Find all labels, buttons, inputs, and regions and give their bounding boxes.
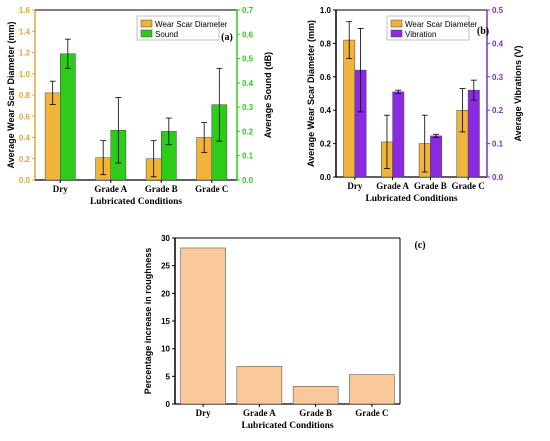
bar-vibration-2 xyxy=(430,135,442,178)
bar-sound-0 xyxy=(60,53,76,181)
y-right-tick-label: 0.6 xyxy=(242,30,254,39)
y-right-tick-label: 0.2 xyxy=(242,127,254,136)
legend-swatch xyxy=(140,19,153,28)
x-tick-label: Grade C xyxy=(355,408,388,418)
x-tick-label: Grade C xyxy=(452,181,485,191)
x-tick-label: Grade C xyxy=(195,184,228,194)
legend-label: Wear Scar Diameter xyxy=(155,20,228,29)
x-tick-label: Grade B xyxy=(299,408,332,418)
y-tick-label: 0.6 xyxy=(19,112,31,121)
y-tick-label: 1.4 xyxy=(19,27,31,36)
chart-panel-2: 0.0 0.2 0.4 0.6 0.8 1.0 0.0 0.1 0.2 0.3 0.4 0.5 Dry G… xyxy=(306,6,523,204)
y-right-tick-label: 0.7 xyxy=(242,6,254,15)
x-tick-label: Dry xyxy=(53,184,68,194)
y-tick-label: 1.2 xyxy=(19,49,31,58)
bar-value-3 xyxy=(349,374,395,405)
y-tick-label: 0.6 xyxy=(320,73,332,82)
bar-value-0 xyxy=(180,247,226,405)
y-tick-label: 0.8 xyxy=(320,39,332,48)
chart-panel-1: 0.0 0.2 0.4 0.6 0.8 1.0 1.2 1.4 1.6 0.0 0.1 0.2 0.3 0… xyxy=(6,6,273,207)
y-axis-title: Average Wear Scar Diameter (mm) xyxy=(306,20,316,167)
x-axis-title: Lubricated Conditions xyxy=(90,197,182,207)
y-axis-title: Average Wear Scar Diameter (mm) xyxy=(6,21,16,168)
legend-label: Wear Scar Diameter xyxy=(405,20,478,29)
y-right-tick-label: 0.5 xyxy=(492,6,504,15)
x-tick-label: Grade B xyxy=(414,181,447,191)
legend-label: Vibration xyxy=(405,30,436,39)
bar-wear-scar-diameter-0 xyxy=(44,92,61,181)
x-tick-label: Grade A xyxy=(94,184,127,194)
legend-swatch xyxy=(390,19,403,28)
y-tick-label: 1.0 xyxy=(320,6,332,15)
y-right-tick-label: 0.2 xyxy=(492,106,504,115)
chart-panel-3: 0 5 10 15 20 25 30 Dry Grade A Grade B Grade C Lubr… xyxy=(143,234,426,431)
panel-label: (b) xyxy=(477,26,489,37)
panel-label: (c) xyxy=(414,240,425,251)
bar-value-1 xyxy=(236,366,283,405)
y-right-tick-label: 0.0 xyxy=(242,176,254,185)
x-tick-label: Grade A xyxy=(376,181,409,191)
y-right-tick-label: 0.5 xyxy=(242,55,254,64)
y-tick-label: 0.2 xyxy=(19,155,31,164)
y-right-tick-label: 0.3 xyxy=(492,73,504,82)
y-right-tick-label: 0.4 xyxy=(242,79,254,88)
y-tick-label: 30 xyxy=(161,234,170,243)
y-tick-label: 0.8 xyxy=(19,91,31,100)
legend-swatch xyxy=(390,29,403,38)
y-tick-label: 15 xyxy=(161,317,170,326)
panel-label: (a) xyxy=(221,32,233,43)
y-tick-label: 0.4 xyxy=(19,134,31,143)
x-axis-title: Lubricated Conditions xyxy=(241,421,333,431)
bar-value-2 xyxy=(292,386,339,405)
y-right-axis-title: Average Sound (dB) xyxy=(263,52,273,138)
legend-label: Sound xyxy=(155,30,178,39)
x-tick-label: Dry xyxy=(196,408,211,418)
y-tick-label: 0.0 xyxy=(19,176,31,185)
y-tick-label: 1.0 xyxy=(19,70,31,79)
y-tick-label: 20 xyxy=(161,289,170,298)
bar-vibration-1 xyxy=(392,91,405,178)
y-tick-label: 0 xyxy=(166,400,171,409)
y-tick-label: 1.6 xyxy=(19,6,31,15)
y-right-tick-label: 0.0 xyxy=(492,173,504,182)
y-tick-label: 25 xyxy=(161,262,170,271)
y-right-tick-label: 0.3 xyxy=(242,103,254,112)
y-axis-title: Percentage increase in roughness xyxy=(143,248,153,395)
x-tick-label: Dry xyxy=(347,181,362,191)
y-tick-label: 0.2 xyxy=(320,140,332,149)
x-tick-label: Grade B xyxy=(145,184,178,194)
y-right-axis-title: Average Vibrations (V) xyxy=(513,45,523,141)
x-tick-label: Grade A xyxy=(243,408,276,418)
y-right-tick-label: 0.4 xyxy=(492,39,504,48)
bar-vibration-3 xyxy=(467,89,480,178)
y-right-tick-label: 0.1 xyxy=(492,140,504,149)
y-right-tick-label: 0.1 xyxy=(242,152,254,161)
y-tick-label: 10 xyxy=(161,345,170,354)
legend-swatch xyxy=(140,29,153,38)
y-tick-label: 0.0 xyxy=(320,173,332,182)
y-tick-label: 5 xyxy=(166,372,171,381)
x-axis-title: Lubricated Conditions xyxy=(365,194,457,204)
y-tick-label: 0.4 xyxy=(320,106,332,115)
bar-wear-scar-diameter-0 xyxy=(343,39,356,178)
